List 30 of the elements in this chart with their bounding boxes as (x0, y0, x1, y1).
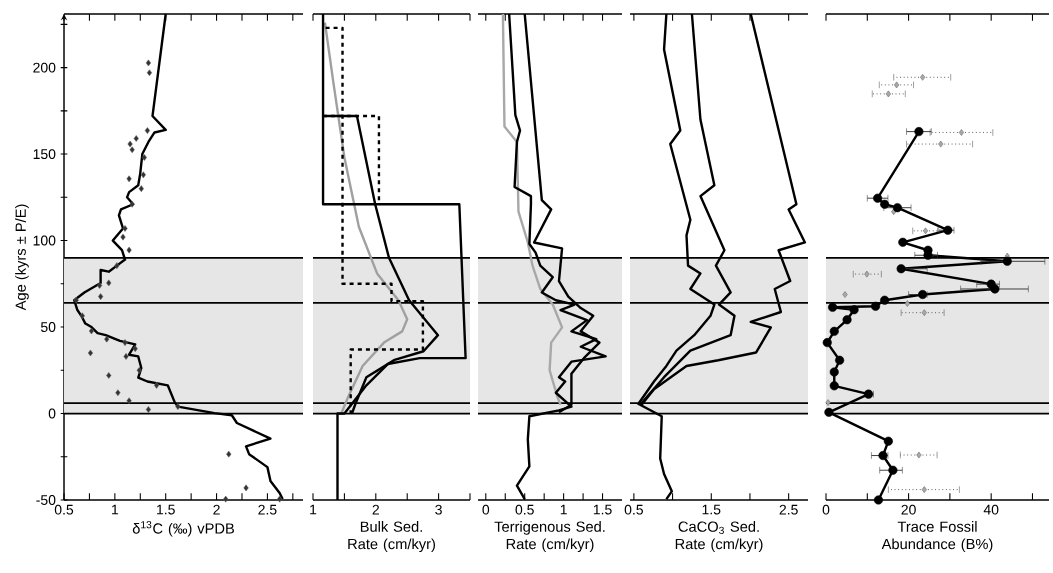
x-tick-label: 0 (822, 504, 830, 515)
x-tick-label: 40 (983, 504, 999, 515)
x-tick-label: 20 (901, 504, 916, 515)
y-axis-title: Age (kyrs ± P/E) (15, 204, 29, 311)
x-tick-label: 1.5 (157, 504, 175, 515)
x-tick-label: 1.5 (702, 504, 721, 515)
x-tick-label: 0.5 (624, 504, 644, 515)
y-tick-label: 200 (33, 62, 56, 73)
y-tick-label: -50 (36, 495, 56, 505)
y-tick-label: 0 (48, 408, 56, 419)
x-axis-title: Terrigenous Sed. Rate (cm/kyr) (494, 521, 605, 553)
x-axis-title: δ$^{13}$C (‰) vPDB (132, 521, 234, 537)
x-tick-label: 2.5 (779, 504, 798, 515)
x-tick-label: 1 (112, 504, 119, 515)
x-tick-label: 1 (310, 504, 317, 515)
x-tick-label: 0.5 (54, 504, 74, 515)
x-tick-label: 2 (213, 504, 220, 515)
x-axis-title: Bulk Sed. Rate (cm/kyr) (348, 521, 435, 553)
y-tick-label: 100 (33, 235, 56, 246)
y-tick-label: 50 (40, 322, 56, 332)
x-axis-title: CaCO$_{3}$ Sed. Rate (cm/kyr) (675, 521, 763, 553)
x-tick-label: 1.5 (593, 504, 612, 515)
x-tick-label: 2.5 (258, 504, 277, 515)
x-tick-label: 0.5 (515, 504, 534, 515)
y-tick-label: 150 (33, 149, 56, 160)
x-tick-label: 3 (435, 504, 442, 515)
x-tick-label: 1 (560, 504, 567, 515)
x-axis-title: Trace Fossil Abundance (B%) (881, 521, 993, 553)
x-tick-label: 0 (482, 504, 490, 515)
x-tick-label: 2 (372, 504, 379, 515)
